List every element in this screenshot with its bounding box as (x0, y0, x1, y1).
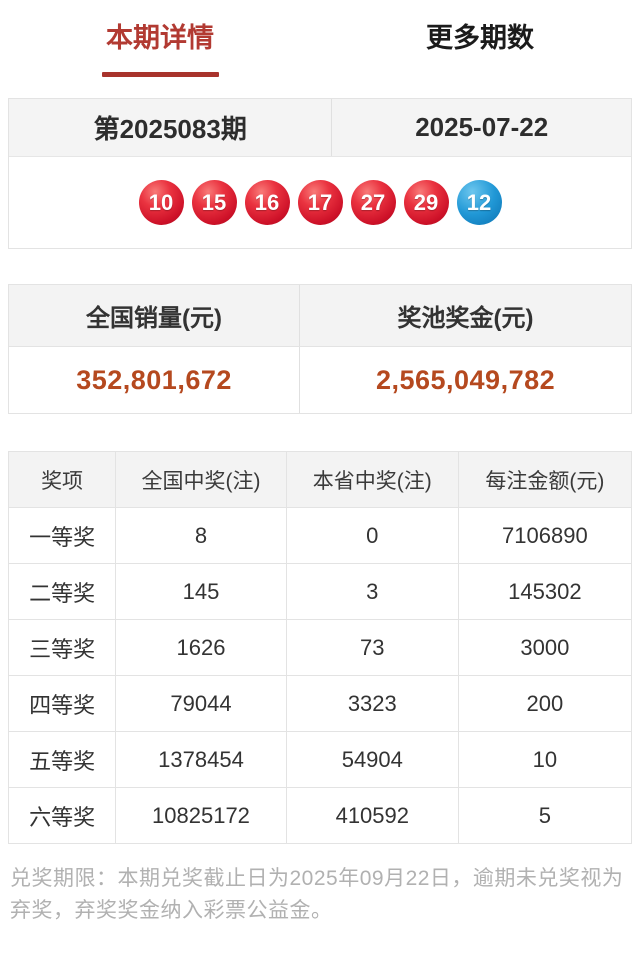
draw-date: 2025-07-22 (415, 112, 549, 142)
red-ball-6: 29 (403, 180, 449, 225)
table-row: 一等奖 8 0 7106890 (7, 507, 633, 564)
stats-header-row: 全国销量(元) 奖池奖金(元) (9, 285, 631, 347)
amount-cell: 200 (457, 675, 633, 732)
col-header-national: 全国中奖(注) (115, 451, 287, 508)
winning-numbers-row: 10 15 16 17 27 29 12 (9, 157, 631, 248)
national-sales-value: 352,801,672 (9, 347, 301, 413)
red-ball-1: 10 (138, 180, 184, 225)
red-ball-3: 16 (244, 180, 290, 225)
prize-pool-value: 2,565,049,782 (375, 364, 556, 395)
col-header-province: 本省中奖(注) (285, 451, 459, 508)
province-cell: 3 (285, 563, 459, 620)
national-cell: 145 (115, 563, 287, 620)
national-cell: 1626 (115, 619, 287, 676)
red-ball-4: 17 (297, 180, 343, 225)
red-ball-5: 27 (350, 180, 396, 225)
table-row: 四等奖 79044 3323 200 (7, 675, 633, 732)
tab-current-details-label: 本期详情 (106, 23, 214, 53)
province-cell: 410592 (285, 787, 459, 844)
tab-current-details[interactable]: 本期详情 (0, 0, 320, 98)
stats-card: 全国销量(元) 奖池奖金(元) 352,801,672 2,565,049,78… (8, 284, 632, 414)
national-cell: 79044 (115, 675, 287, 732)
stats-value-row: 352,801,672 2,565,049,782 (9, 347, 631, 413)
tier-cell: 三等奖 (7, 619, 117, 676)
province-cell: 54904 (285, 731, 459, 788)
tab-more-periods[interactable]: 更多期数 (320, 0, 640, 98)
province-cell: 0 (285, 507, 459, 564)
col-header-tier: 奖项 (7, 451, 117, 508)
tier-cell: 六等奖 (7, 787, 117, 844)
blue-ball: 12 (456, 180, 502, 225)
amount-cell: 145302 (457, 563, 633, 620)
tier-cell: 五等奖 (7, 731, 117, 788)
national-cell: 1378454 (115, 731, 287, 788)
prize-table: 奖项 全国中奖(注) 本省中奖(注) 每注金额(元) 一等奖 8 0 71068… (7, 451, 633, 844)
province-cell: 3323 (285, 675, 459, 732)
amount-cell: 7106890 (457, 507, 633, 564)
prize-table-header-row: 奖项 全国中奖(注) 本省中奖(注) 每注金额(元) (7, 451, 633, 508)
red-ball-2: 15 (191, 180, 237, 225)
national-sales-label: 全国销量(元) (9, 285, 301, 346)
tier-cell: 一等奖 (7, 507, 117, 564)
amount-cell: 3000 (457, 619, 633, 676)
table-row: 三等奖 1626 73 3000 (7, 619, 633, 676)
draw-info-row: 第2025083期 2025-07-22 (9, 99, 631, 157)
prize-table-wrap: 奖项 全国中奖(注) 本省中奖(注) 每注金额(元) 一等奖 8 0 71068… (7, 451, 633, 844)
tier-cell: 四等奖 (7, 675, 117, 732)
province-cell: 73 (285, 619, 459, 676)
tab-more-periods-label: 更多期数 (426, 23, 534, 53)
prize-pool-label: 奖池奖金(元) (397, 305, 534, 332)
amount-cell: 5 (457, 787, 633, 844)
table-row: 六等奖 10825172 410592 5 (7, 787, 633, 844)
national-cell: 8 (115, 507, 287, 564)
amount-cell: 10 (457, 731, 633, 788)
table-row: 五等奖 1378454 54904 10 (7, 731, 633, 788)
redemption-notice: 兑奖期限：本期兑奖截止日为2025年09月22日，逾期未兑奖视为弃奖，弃奖奖金纳… (10, 867, 624, 922)
col-header-amount: 每注金额(元) (457, 451, 633, 508)
national-cell: 10825172 (115, 787, 287, 844)
active-tab-underline (101, 72, 219, 77)
tier-cell: 二等奖 (7, 563, 117, 620)
period-tabs: 本期详情 更多期数 (0, 0, 640, 98)
draw-card: 第2025083期 2025-07-22 10 15 16 17 27 29 1… (8, 98, 632, 249)
draw-period: 第2025083期 (9, 99, 333, 156)
table-row: 二等奖 145 3 145302 (7, 563, 633, 620)
